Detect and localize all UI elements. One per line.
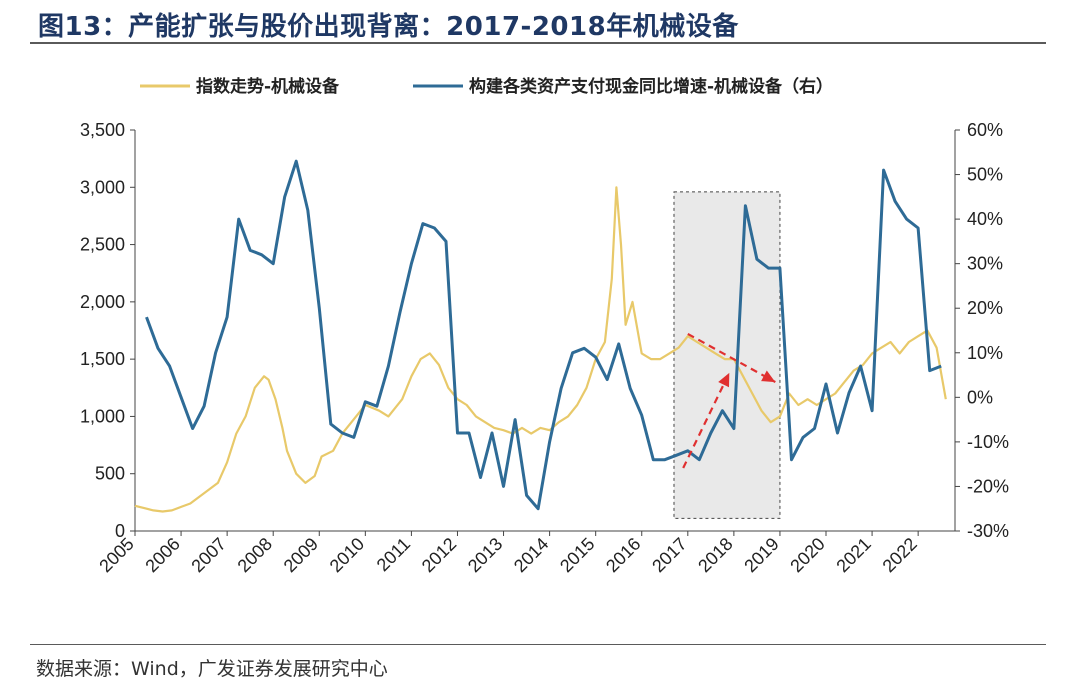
right-axis-tick-label: 50% xyxy=(967,165,1003,185)
arrow-up-line xyxy=(682,372,731,469)
left-axis-tick-label: 500 xyxy=(95,464,125,484)
x-axis-tick-label: 2007 xyxy=(188,534,230,576)
index-series-line xyxy=(134,186,947,513)
right-axis-tick-label: -30% xyxy=(967,521,1009,541)
left-axis-tick-label: 3,000 xyxy=(80,177,125,197)
figure-title: 图13：产能扩张与股价出现背离：2017-2018年机械设备 xyxy=(38,12,739,42)
x-axis-tick-label: 2016 xyxy=(602,534,644,576)
left-axis-tick-label: 0 xyxy=(115,521,125,541)
right-axis-tick-label: 60% xyxy=(967,120,1003,140)
x-axis-tick-label: 2022 xyxy=(879,534,921,576)
x-axis-tick-label: 2019 xyxy=(740,534,782,576)
left-axis-tick-label: 2,000 xyxy=(80,292,125,312)
left-axis-tick-label: 3,500 xyxy=(80,120,125,140)
legend-label-index: 指数走势-机械设备 xyxy=(196,76,340,97)
x-axis-tick-label: 2017 xyxy=(648,534,690,576)
x-axis-tick-label: 2012 xyxy=(418,534,460,576)
title-divider xyxy=(30,42,1046,44)
x-axis-tick-label: 2010 xyxy=(326,534,368,576)
highlight-region xyxy=(673,191,781,519)
source-divider xyxy=(30,644,1046,645)
left-axis-tick-label: 1,000 xyxy=(80,406,125,426)
x-axis-tick-label: 2021 xyxy=(832,534,874,576)
x-axis-tick-label: 2013 xyxy=(464,534,506,576)
right-axis-tick-label: 20% xyxy=(967,298,1003,318)
arrow-down-head xyxy=(761,370,776,383)
x-axis-tick-label: 2006 xyxy=(141,534,183,576)
arrow-up-head xyxy=(718,372,730,388)
left-axis-tick-label: 1,500 xyxy=(80,349,125,369)
x-axis-tick-label: 2008 xyxy=(234,534,276,576)
x-axis-tick-label: 2011 xyxy=(373,534,415,576)
legend-label-capex: 构建各类资产支付现金同比增速-机械设备（右） xyxy=(469,76,833,97)
x-axis-tick-label: 2005 xyxy=(95,534,137,576)
x-axis-tick-label: 2009 xyxy=(280,534,322,576)
capex-growth-series-line xyxy=(145,159,942,511)
chart: 指数走势-机械设备 构建各类资产支付现金同比增速-机械设备（右） 0 500 1,0… xyxy=(80,76,1009,576)
source-note: 数据来源：Wind，广发证券发展研究中心 xyxy=(36,658,388,680)
x-axis-tick-label: 2018 xyxy=(694,534,736,576)
right-axis-tick-label: 0% xyxy=(967,387,993,407)
left-axis-tick-label: 2,500 xyxy=(80,235,125,255)
right-axis-tick-label: 40% xyxy=(967,209,1003,229)
x-axis-tick-label: 2020 xyxy=(786,534,828,576)
x-axis-tick-label: 2015 xyxy=(556,534,598,576)
right-axis-tick-label: 10% xyxy=(967,343,1003,363)
right-axis-tick-label: -10% xyxy=(967,432,1009,452)
right-axis-tick-label: 30% xyxy=(967,254,1003,274)
chart-legend: 指数走势-机械设备 构建各类资产支付现金同比增速-机械设备（右） xyxy=(140,76,833,97)
arrow-down-line xyxy=(687,332,776,384)
right-axis-tick-label: -20% xyxy=(967,476,1009,496)
x-axis-tick-label: 2014 xyxy=(510,534,552,576)
